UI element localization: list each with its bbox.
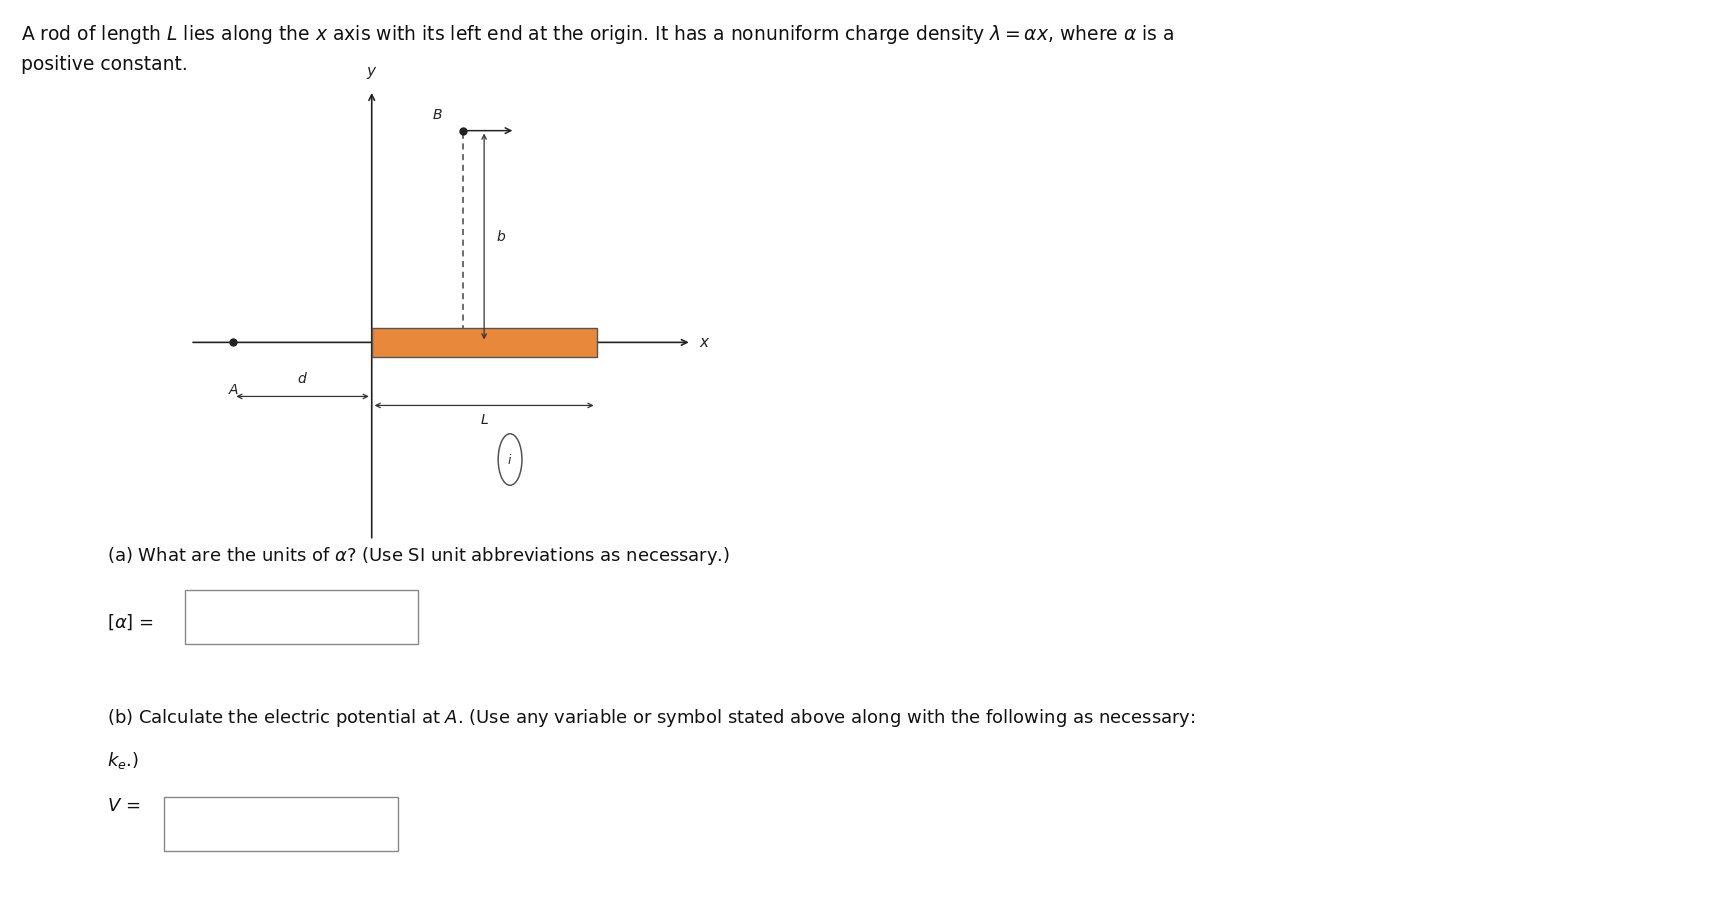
Text: (b) Calculate the electric potential at $A$. (Use any variable or symbol stated : (b) Calculate the electric potential at … (107, 707, 1196, 729)
Bar (164, 797, 398, 851)
Text: $x$: $x$ (699, 335, 711, 350)
Text: A rod of length $L$ lies along the $x$ axis with its left end at the origin. It : A rod of length $L$ lies along the $x$ a… (21, 23, 1174, 74)
Text: $[\alpha]$ =: $[\alpha]$ = (107, 613, 154, 633)
Text: $b$: $b$ (496, 229, 507, 244)
Bar (185, 590, 418, 644)
Text: $V$ =: $V$ = (107, 797, 140, 815)
Text: $A$: $A$ (228, 383, 239, 397)
Text: $i$: $i$ (507, 452, 514, 467)
Text: $d$: $d$ (297, 370, 308, 386)
Text: $B$: $B$ (432, 107, 443, 122)
Bar (372, 328, 597, 357)
Text: $k_e$.): $k_e$.) (107, 750, 138, 770)
Text: $L$: $L$ (479, 413, 489, 427)
Text: $y$: $y$ (367, 65, 377, 81)
Text: (a) What are the units of $\alpha$? (Use SI unit abbreviations as necessary.): (a) What are the units of $\alpha$? (Use… (107, 545, 730, 567)
